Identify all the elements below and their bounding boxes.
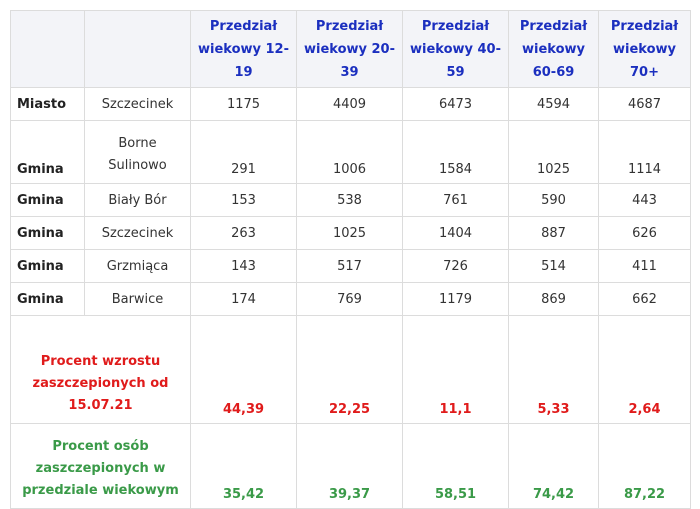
row-name: Barwice — [84, 282, 191, 316]
header-age-40-59: Przedział wiekowy 40-59 — [402, 10, 509, 88]
row-value: 263 — [190, 216, 297, 250]
row-value: 761 — [402, 183, 509, 217]
row-value: 626 — [598, 216, 691, 250]
header-age-70-plus: Przedział wiekowy 70+ — [598, 10, 691, 88]
row-type: Gmina — [10, 183, 85, 217]
vaccinated-percent-value: 74,42 — [508, 423, 599, 509]
vaccinated-percent-label: Procent osób zaszczepionych w przedziale… — [10, 423, 191, 509]
row-value: 411 — [598, 249, 691, 283]
vaccination-table-container: Przedział wiekowy 12-19 Przedział wiekow… — [10, 10, 691, 509]
row-value: 1175 — [190, 87, 297, 121]
row-name: Grzmiąca — [84, 249, 191, 283]
row-type: Miasto — [10, 87, 85, 121]
row-type: Gmina — [10, 282, 85, 316]
growth-percent-value: 22,25 — [296, 315, 403, 424]
row-name: Szczecinek — [84, 216, 191, 250]
row-value: 1179 — [402, 282, 509, 316]
vaccinated-percent-value: 39,37 — [296, 423, 403, 509]
header-age-12-19: Przedział wiekowy 12-19 — [190, 10, 297, 88]
row-value: 1025 — [296, 216, 403, 250]
table-row: Gmina Borne Sulinowo 291 1006 1584 1025 … — [10, 120, 691, 184]
row-value: 662 — [598, 282, 691, 316]
row-type: Gmina — [10, 216, 85, 250]
header-age-20-39: Przedział wiekowy 20-39 — [296, 10, 403, 88]
table-row: Gmina Biały Bór 153 538 761 590 443 — [10, 183, 691, 217]
vaccinated-percent-value: 58,51 — [402, 423, 509, 509]
row-value: 726 — [402, 249, 509, 283]
growth-percent-row: Procent wzrostu zaszczepionych od 15.07.… — [10, 315, 691, 424]
row-value: 291 — [190, 120, 297, 184]
row-value: 153 — [190, 183, 297, 217]
row-value: 4409 — [296, 87, 403, 121]
row-name: Borne Sulinowo — [84, 120, 191, 184]
growth-percent-value: 44,39 — [190, 315, 297, 424]
row-value: 443 — [598, 183, 691, 217]
table-row: Gmina Barwice 174 769 1179 869 662 — [10, 282, 691, 316]
row-value: 517 — [296, 249, 403, 283]
row-value: 1584 — [402, 120, 509, 184]
row-value: 4594 — [508, 87, 599, 121]
row-value: 887 — [508, 216, 599, 250]
header-blank-type — [10, 10, 85, 88]
row-value: 1114 — [598, 120, 691, 184]
row-type: Gmina — [10, 120, 85, 184]
row-value: 538 — [296, 183, 403, 217]
table-row: Gmina Grzmiąca 143 517 726 514 411 — [10, 249, 691, 283]
header-blank-name — [84, 10, 191, 88]
header-age-60-69: Przedział wiekowy 60-69 — [508, 10, 599, 88]
table-row: Gmina Szczecinek 263 1025 1404 887 626 — [10, 216, 691, 250]
row-value: 1006 — [296, 120, 403, 184]
row-name-text: Borne Sulinowo — [108, 136, 167, 173]
row-value: 1404 — [402, 216, 509, 250]
vaccinated-percent-value: 87,22 — [598, 423, 691, 509]
growth-percent-value: 2,64 — [598, 315, 691, 424]
growth-percent-value: 11,1 — [402, 315, 509, 424]
row-type: Gmina — [10, 249, 85, 283]
row-value: 174 — [190, 282, 297, 316]
vaccinated-percent-value: 35,42 — [190, 423, 297, 509]
table-row: Miasto Szczecinek 1175 4409 6473 4594 46… — [10, 87, 691, 121]
row-value: 4687 — [598, 87, 691, 121]
row-name: Biały Bór — [84, 183, 191, 217]
row-value: 1025 — [508, 120, 599, 184]
row-value: 514 — [508, 249, 599, 283]
vaccinated-percent-row: Procent osób zaszczepionych w przedziale… — [10, 423, 691, 509]
row-value: 769 — [296, 282, 403, 316]
row-value: 869 — [508, 282, 599, 316]
row-value: 6473 — [402, 87, 509, 121]
growth-percent-value: 5,33 — [508, 315, 599, 424]
row-value: 143 — [190, 249, 297, 283]
header-row: Przedział wiekowy 12-19 Przedział wiekow… — [10, 10, 691, 88]
vaccination-table: Przedział wiekowy 12-19 Przedział wiekow… — [10, 10, 691, 509]
row-value: 590 — [508, 183, 599, 217]
growth-percent-label: Procent wzrostu zaszczepionych od 15.07.… — [10, 315, 191, 424]
row-name: Szczecinek — [84, 87, 191, 121]
